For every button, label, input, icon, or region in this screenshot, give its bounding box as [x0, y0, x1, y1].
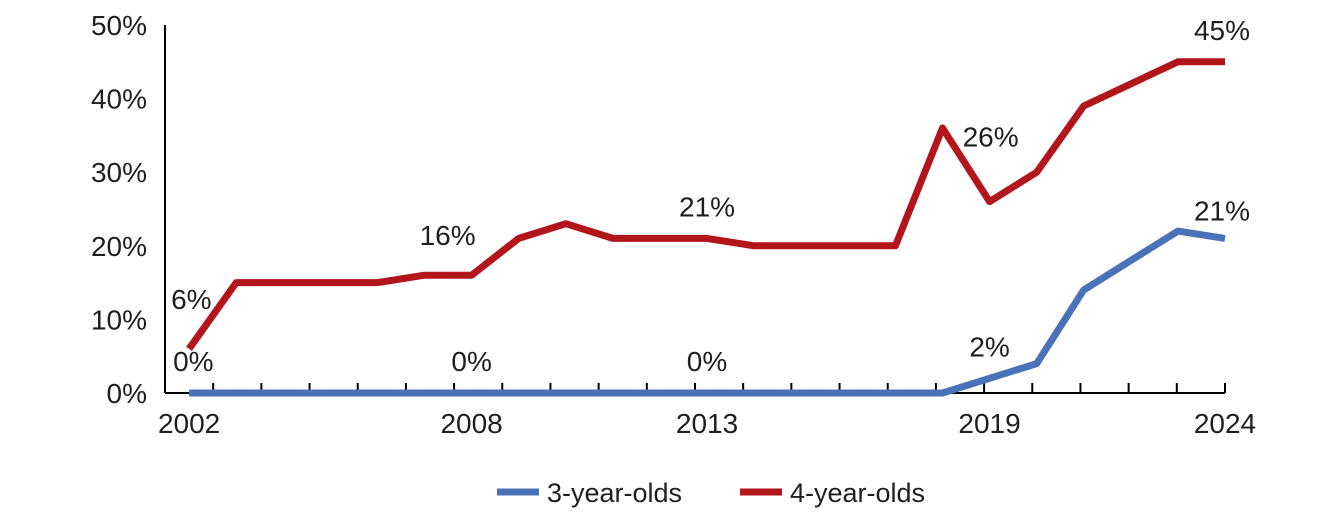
data-label: 2% — [969, 331, 1009, 362]
legend-item: 3-year-olds — [497, 478, 682, 508]
y-tick-label: 50% — [91, 10, 147, 41]
y-tick-label: 30% — [91, 157, 147, 188]
data-label: 45% — [1194, 15, 1250, 46]
y-tick-label: 0% — [107, 378, 147, 409]
data-label: 21% — [679, 191, 735, 222]
data-labels: 0% 0% 0% 2% 21% 6% 16% 21% 26% 45% — [171, 15, 1250, 377]
series-line-3-year-olds — [189, 227, 1226, 397]
data-label: 21% — [1194, 195, 1250, 226]
x-tick-label: 2019 — [958, 408, 1020, 439]
legend-item: 4-year-olds — [740, 478, 925, 508]
x-tick-label: 2013 — [676, 408, 738, 439]
data-label: 16% — [420, 220, 476, 251]
y-tick-label: 10% — [91, 304, 147, 335]
data-label: 0% — [687, 346, 727, 377]
legend: 3-year-olds 4-year-olds — [497, 478, 925, 508]
y-tick-label: 40% — [91, 84, 147, 115]
y-axis: 0% 10% 20% 30% 40% 50% — [91, 10, 166, 409]
legend-label: 4-year-olds — [790, 478, 925, 508]
data-label: 6% — [171, 284, 211, 315]
series-line-4-year-olds — [186, 58, 1225, 351]
y-tick-label: 20% — [91, 231, 147, 262]
series-lines — [186, 58, 1226, 397]
x-tick-label: 2008 — [440, 408, 502, 439]
data-label: 26% — [963, 122, 1019, 153]
x-tick-label: 2024 — [1194, 408, 1256, 439]
legend-label: 3-year-olds — [547, 478, 682, 508]
x-tick-label: 2002 — [158, 408, 220, 439]
data-label: 0% — [451, 346, 491, 377]
data-label: 0% — [173, 346, 213, 377]
